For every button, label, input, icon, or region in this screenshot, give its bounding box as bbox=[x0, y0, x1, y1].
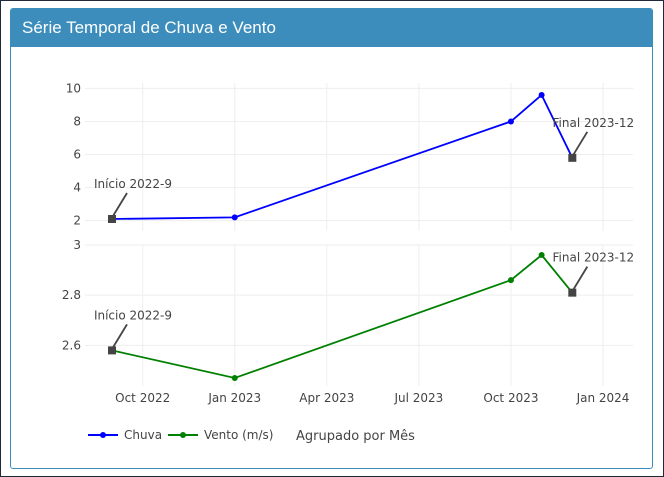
annotation-marker bbox=[568, 288, 577, 297]
y-tick-label: 6 bbox=[73, 148, 81, 162]
y-tick-label: 2.8 bbox=[62, 288, 81, 302]
y-tick-label: 10 bbox=[66, 81, 81, 95]
data-point bbox=[231, 214, 238, 221]
annotation-label: Final 2023-12 bbox=[553, 251, 635, 265]
data-point bbox=[538, 252, 545, 258]
y-tick-label: 2.6 bbox=[62, 338, 81, 352]
annotation-label: Início 2022-9 bbox=[94, 308, 172, 322]
annotation-label: Início 2022-9 bbox=[94, 177, 172, 191]
annotation-marker bbox=[108, 215, 116, 223]
legend-marker bbox=[100, 432, 106, 438]
x-tick-label: Oct 2023 bbox=[483, 391, 538, 405]
annotation-arrow bbox=[572, 266, 589, 291]
panel-title: Série Temporal de Chuva e Vento bbox=[11, 9, 652, 47]
annotation-marker bbox=[568, 153, 577, 162]
legend-marker bbox=[180, 432, 186, 438]
annotation-arrow bbox=[112, 192, 128, 217]
y-tick-label: 3 bbox=[73, 238, 81, 252]
x-tick-label: Jan 2023 bbox=[207, 391, 261, 405]
y-tick-label: 8 bbox=[73, 114, 81, 128]
legend-label[interactable]: Vento (m/s) bbox=[204, 428, 273, 442]
annotation-arrow bbox=[112, 323, 128, 348]
x-tick-label: Jan 2024 bbox=[576, 391, 630, 405]
series-line bbox=[111, 253, 574, 379]
x-tick-label: Apr 2023 bbox=[299, 391, 354, 405]
annotation-label: Final 2023-12 bbox=[553, 116, 635, 130]
chart-svg[interactable]: 2 4 6 8 10 Início 2022-9 Final 2023-12 2.6 2.8 3 I… bbox=[11, 9, 652, 468]
data-point bbox=[231, 375, 238, 381]
x-tick-label: Jul 2023 bbox=[393, 391, 443, 405]
data-point bbox=[507, 277, 514, 284]
annotation-marker bbox=[108, 346, 116, 355]
data-point bbox=[538, 92, 545, 98]
legend-label[interactable]: Chuva bbox=[124, 428, 162, 442]
y-tick-label: 4 bbox=[73, 181, 81, 195]
x-tick-label: Oct 2022 bbox=[115, 391, 170, 405]
series-line bbox=[111, 93, 574, 220]
data-point bbox=[507, 118, 514, 125]
y-tick-label: 2 bbox=[73, 214, 81, 228]
annotation-arrow bbox=[572, 131, 589, 156]
legend-title: Agrupado por Mês bbox=[296, 429, 415, 444]
chart-panel: Série Temporal de Chuva e Vento 2 4 6 8 10 In… bbox=[10, 8, 653, 469]
